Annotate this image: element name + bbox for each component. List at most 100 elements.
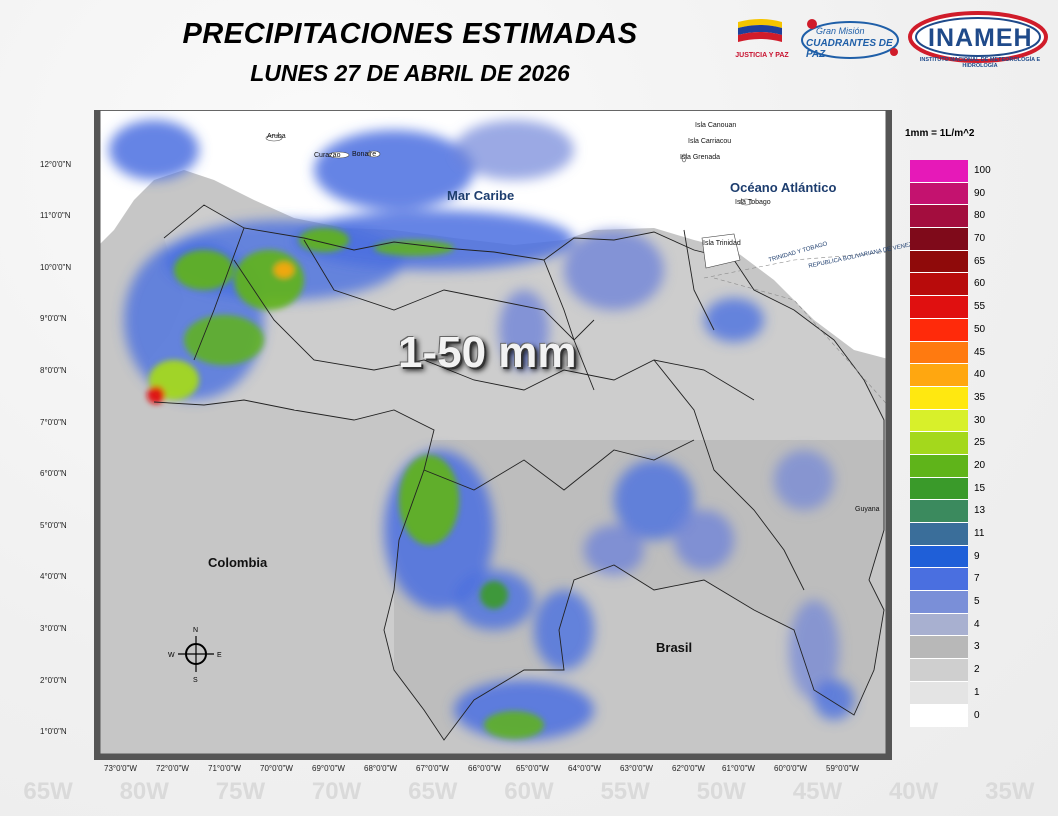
label-carriacou: Isla Carriacou bbox=[688, 138, 732, 145]
legend-label: 50 bbox=[974, 323, 986, 335]
gran-mision-line2: CUADRANTES DE PAZ bbox=[806, 38, 893, 60]
legend-item: 7 bbox=[910, 568, 980, 592]
lon-label-70: 70°0'0"W bbox=[260, 764, 293, 773]
bg-lon-0: 65W bbox=[23, 778, 73, 805]
legend-label: 7 bbox=[974, 573, 980, 585]
label-oceano: Océano Atlántico bbox=[730, 180, 837, 195]
lon-label-62: 62°0'0"W bbox=[672, 764, 705, 773]
page-date: LUNES 27 DE ABRIL DE 2026 bbox=[250, 60, 570, 86]
legend-item: 90 bbox=[910, 182, 985, 206]
legend-item: 60 bbox=[910, 273, 985, 297]
legend-item: 50 bbox=[910, 318, 985, 342]
legend-item: 11 bbox=[910, 523, 984, 546]
lat-label-11: 11°0'0"N bbox=[40, 211, 71, 220]
compass-e: E bbox=[217, 652, 222, 659]
legend-item: 9 bbox=[910, 545, 980, 569]
label-mar-caribe: Mar Caribe bbox=[447, 188, 515, 203]
legend-label: 80 bbox=[974, 210, 986, 222]
legend-item: 4 bbox=[910, 613, 980, 637]
legend-swatch bbox=[910, 659, 968, 682]
gran-mision-emblem-icon bbox=[801, 19, 899, 59]
lon-label-71: 71°0'0"W bbox=[208, 764, 241, 773]
compass-n: N bbox=[193, 627, 198, 634]
legend-swatch bbox=[910, 523, 968, 546]
legend-swatch bbox=[910, 591, 968, 614]
lon-label-73: 73°0'0"W bbox=[104, 764, 137, 773]
lat-label-9: 9°0'0"N bbox=[40, 314, 67, 323]
lat-label-7: 7°0'0"N bbox=[40, 418, 67, 427]
lat-label-2: 2°0'0"N bbox=[40, 676, 67, 685]
legend-item: 0 bbox=[910, 704, 980, 728]
lat-label-5: 5°0'0"N bbox=[40, 521, 67, 530]
bg-lon-9: 40W bbox=[888, 778, 939, 805]
legend-label: 1 bbox=[974, 686, 980, 698]
label-curazao: Curazao bbox=[314, 152, 341, 159]
legend-item: 40 bbox=[910, 364, 985, 387]
map-canvas: N S E W bbox=[94, 110, 892, 760]
legend-item: 70 bbox=[910, 228, 985, 251]
legend-swatch bbox=[910, 636, 968, 660]
islands bbox=[265, 134, 753, 269]
bg-lon-5: 60W bbox=[504, 778, 554, 805]
lon-label-69: 69°0'0"W bbox=[312, 764, 345, 773]
borders bbox=[153, 204, 885, 741]
lat-label-4: 4°0'0"N bbox=[40, 572, 67, 581]
lon-label-68: 68°0'0"W bbox=[364, 764, 397, 773]
lon-label-64: 64°0'0"W bbox=[568, 764, 601, 773]
gran-mision-line1: Gran Misión bbox=[816, 26, 865, 36]
legend-label: 60 bbox=[974, 278, 986, 290]
compass-s: S bbox=[193, 677, 198, 684]
precipitation-legend: 100 90 80 70 65 60 55 50 45 40 35 30 25 20 15 13 11 9 7 5 4 3… bbox=[910, 160, 991, 728]
precipitation-map: N S E W bbox=[94, 110, 892, 760]
legend-item: 55 bbox=[910, 296, 985, 319]
maritime-boundary bbox=[703, 251, 892, 411]
inameh-fullname: INSTITUTO NACIONAL DE METEOROLOGÍA E HID… bbox=[919, 57, 1041, 69]
legend-item: 1 bbox=[910, 681, 980, 705]
legend-item: 15 bbox=[910, 477, 985, 501]
lon-label-63: 63°0'0"W bbox=[620, 764, 653, 773]
justicia-paz-logo: JUSTICIA Y PAZ bbox=[732, 12, 789, 64]
legend-swatch bbox=[910, 681, 968, 705]
legend-label: 55 bbox=[974, 301, 986, 313]
precipitation-range-label: 1-50 mm bbox=[398, 328, 577, 377]
bg-lon-10: 35W bbox=[985, 778, 1035, 805]
lat-label-8: 8°0'0"N bbox=[40, 366, 67, 375]
legend-swatch bbox=[910, 160, 968, 183]
lat-label-12: 12°0'0"N bbox=[40, 160, 72, 169]
lon-label-72: 72°0'0"W bbox=[156, 764, 189, 773]
justicia-paz-text: JUSTICIA Y PAZ bbox=[735, 52, 789, 59]
legend-item: 35 bbox=[910, 386, 985, 410]
legend-swatch bbox=[910, 704, 968, 728]
gran-mision-logo: Gran Misión CUADRANTES DE PAZ bbox=[798, 12, 903, 64]
bg-lon-1: 80W bbox=[119, 778, 169, 805]
bg-lon-8: 45W bbox=[792, 778, 843, 805]
legend-label: 11 bbox=[974, 528, 985, 539]
legend-label: 35 bbox=[974, 391, 986, 403]
legend-swatch bbox=[910, 386, 968, 410]
label-colombia: Colombia bbox=[208, 555, 268, 570]
bg-lon-3: 70W bbox=[311, 778, 362, 805]
legend-swatch bbox=[910, 341, 968, 365]
legend-label: 13 bbox=[974, 505, 986, 517]
legend-item: 80 bbox=[910, 205, 985, 229]
bg-lon-7: 50W bbox=[696, 778, 746, 805]
venezuela-flag-icon bbox=[738, 19, 782, 42]
bg-lon-2: 75W bbox=[215, 778, 266, 805]
lat-label-10: 10°0'0"N bbox=[40, 263, 72, 272]
legend-label: 70 bbox=[974, 233, 986, 245]
legend-item: 2 bbox=[910, 659, 980, 682]
legend-swatch bbox=[910, 364, 968, 387]
legend-item: 65 bbox=[910, 250, 985, 274]
legend-swatch bbox=[910, 432, 968, 455]
lat-label-6: 6°0'0"N bbox=[40, 469, 67, 478]
bg-lon-6: 55W bbox=[600, 778, 650, 805]
label-brasil: Brasil bbox=[656, 640, 693, 655]
lon-label-59: 59°0'0"W bbox=[826, 764, 859, 773]
legend-label: 45 bbox=[974, 346, 986, 358]
legend-item: 45 bbox=[910, 341, 985, 365]
legend-label: 100 bbox=[974, 165, 991, 176]
legend-swatch bbox=[910, 613, 968, 637]
legend-swatch bbox=[910, 250, 968, 274]
lat-label-1: 1°0'0"N bbox=[40, 727, 67, 736]
legend-label: 20 bbox=[974, 459, 986, 471]
